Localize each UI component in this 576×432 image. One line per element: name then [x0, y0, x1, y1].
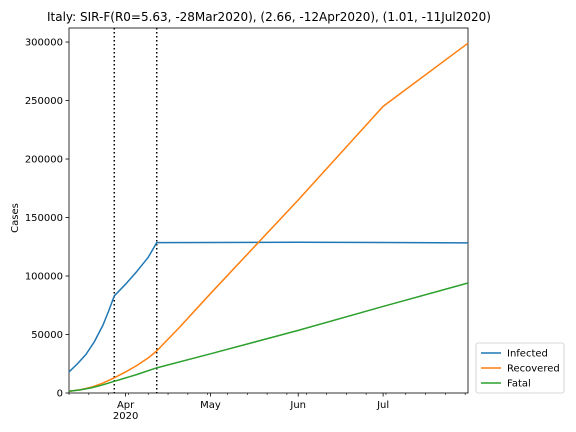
y-tick-label: 250000 — [25, 96, 63, 107]
x-tick-label: May — [200, 400, 221, 411]
x-tick-year-label: 2020 — [113, 411, 138, 422]
legend-label-recovered: Recovered — [507, 364, 560, 375]
y-tick-label: 50000 — [31, 330, 63, 341]
series-line-infected — [69, 242, 468, 372]
y-tick-label: 0 — [57, 389, 63, 400]
y-axis-label: Cases — [10, 203, 21, 233]
legend: Infected Recovered Fatal — [476, 343, 564, 393]
y-tick-label: 100000 — [25, 272, 63, 283]
series-line-fatal — [69, 283, 468, 391]
chart-title: Italy: SIR-F(R0=5.63, -28Mar2020), (2.66… — [47, 10, 491, 24]
legend-label-infected: Infected — [507, 349, 548, 360]
y-tick-label: 200000 — [25, 155, 63, 166]
y-tick-label: 300000 — [25, 38, 63, 49]
legend-label-fatal: Fatal — [507, 379, 531, 390]
series-lines — [69, 43, 468, 391]
x-tick-label: Apr — [117, 400, 135, 411]
change-date-lines — [114, 28, 156, 393]
y-tick-label: 150000 — [25, 213, 63, 224]
x-tick-label: Jun — [289, 400, 306, 411]
x-tick-label: Jul — [376, 400, 389, 411]
